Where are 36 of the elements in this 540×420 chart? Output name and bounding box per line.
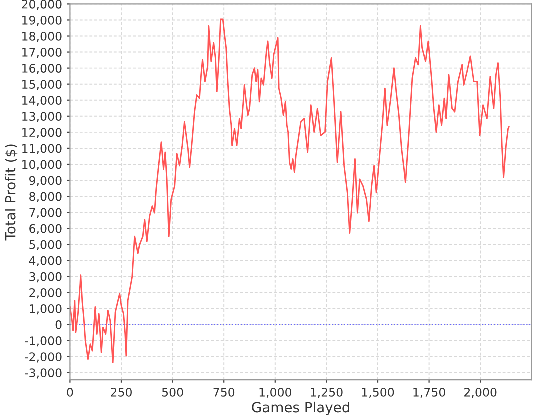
x-axis-title: Games Played xyxy=(252,402,350,416)
x-tick-label: 1,500 xyxy=(362,388,394,398)
y-tick-label: 8,000 xyxy=(30,192,62,202)
y-tick-label: 13,000 xyxy=(22,112,62,122)
x-tick-label: 1,750 xyxy=(414,388,446,398)
y-tick-label: 20,000 xyxy=(22,0,62,10)
y-tick-label: 17,000 xyxy=(22,48,62,58)
y-tick-label: 16,000 xyxy=(22,64,62,74)
y-tick-label: -2,000 xyxy=(25,352,62,363)
y-tick-label: 3,000 xyxy=(30,272,62,283)
y-tick-label: 9,000 xyxy=(30,176,62,186)
y-tick-label: 4,000 xyxy=(29,256,62,267)
y-axis-title: Total Profit ($) xyxy=(5,144,18,241)
y-tick-label: 18,000 xyxy=(22,32,62,42)
line-series xyxy=(70,18,510,364)
x-tick-label: 250 xyxy=(111,388,132,397)
y-tick-label: 10,000 xyxy=(22,160,62,170)
y-tick-label: 6,000 xyxy=(30,224,62,234)
y-tick-label: 12,000 xyxy=(22,128,62,138)
y-tick-label: 2,000 xyxy=(30,288,62,299)
x-tick-label: 0 xyxy=(67,388,74,397)
y-tick-label: 5,000 xyxy=(30,240,62,251)
y-tick-label: 14,000 xyxy=(22,96,62,106)
y-tick-label: 0 xyxy=(56,320,62,330)
y-tick-label: 19,000 xyxy=(22,16,62,26)
x-tick-label: 1,250 xyxy=(311,388,343,398)
x-tick-label: 750 xyxy=(214,388,235,397)
x-tick-label: 1,000 xyxy=(260,388,292,398)
y-tick-label: -3,000 xyxy=(25,368,62,379)
y-tick-label: 15,000 xyxy=(22,80,62,90)
y-tick-label: 1,000 xyxy=(30,304,62,315)
y-tick-label: 11,000 xyxy=(22,144,62,154)
x-tick-label: 500 xyxy=(162,388,184,397)
y-tick-label: -1,000 xyxy=(25,336,62,347)
y-tick-label: 7,000 xyxy=(30,208,62,218)
x-tick-label: 2,000 xyxy=(464,388,497,398)
